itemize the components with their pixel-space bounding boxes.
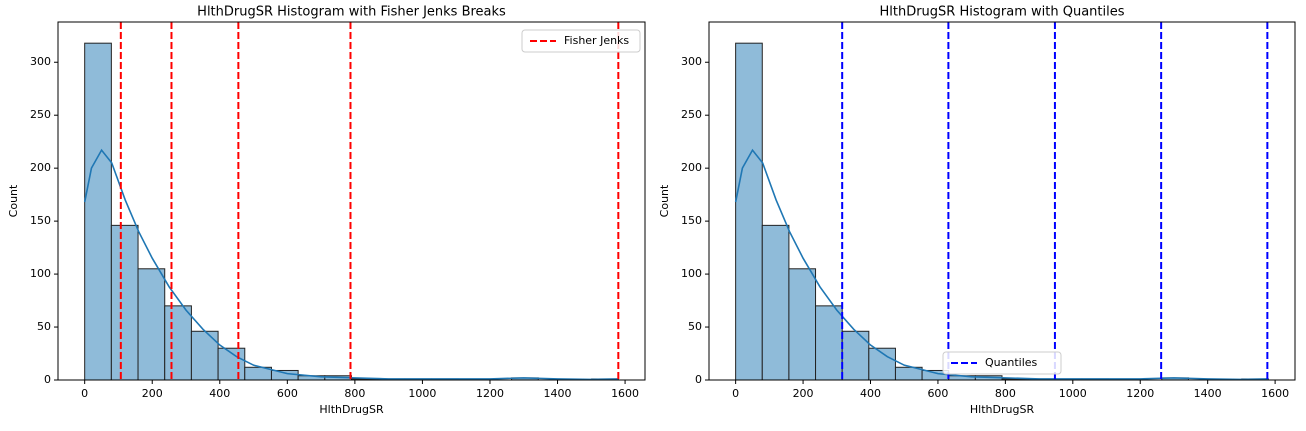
bar <box>270 369 299 381</box>
bar <box>788 268 817 381</box>
bar <box>761 224 790 381</box>
x-tick-label: 1600 <box>1261 387 1289 400</box>
x-axis-label: HlthDrugSR <box>319 403 384 416</box>
x-tick-label: 1000 <box>408 387 436 400</box>
y-tick-label: 250 <box>30 108 51 121</box>
legend-label: Quantiles <box>985 356 1038 369</box>
x-tick-label: 800 <box>995 387 1016 400</box>
axes-frame <box>57 21 646 381</box>
x-tick-label: 1000 <box>1059 387 1087 400</box>
plot: HlthDrugSR Histogram with Fisher Jenks B… <box>7 5 646 416</box>
x-tick-label: 0 <box>732 387 739 400</box>
y-tick-label: 250 <box>681 108 702 121</box>
x-tick-label: 1200 <box>1126 387 1154 400</box>
y-tick-label: 0 <box>44 373 51 386</box>
x-axis-label: HlthDrugSR <box>970 403 1035 416</box>
legend-box <box>521 29 641 53</box>
y-tick-label: 200 <box>681 161 702 174</box>
y-tick-label: 150 <box>30 214 51 227</box>
legend-label: Fisher Jenks <box>564 34 629 47</box>
bar <box>841 330 870 381</box>
x-tick-label: 600 <box>927 387 948 400</box>
chart-title: HlthDrugSR Histogram with Fisher Jenks B… <box>197 5 506 20</box>
x-tick-label: 1600 <box>611 387 639 400</box>
y-tick-label: 100 <box>681 267 702 280</box>
y-tick-label: 200 <box>30 161 51 174</box>
bar <box>190 330 219 381</box>
chart-title: HlthDrugSR Histogram with Quantiles <box>879 5 1124 20</box>
x-tick-label: 1200 <box>476 387 504 400</box>
x-tick-label: 200 <box>142 387 163 400</box>
x-tick-label: 200 <box>793 387 814 400</box>
bar <box>815 305 843 381</box>
kde-line <box>734 148 1269 381</box>
x-tick-label: 400 <box>860 387 881 400</box>
legend-box <box>942 351 1062 375</box>
x-tick-label: 1400 <box>1194 387 1222 400</box>
x-tick-label: 0 <box>81 387 88 400</box>
x-tick-label: 1400 <box>544 387 572 400</box>
axes-frame <box>708 21 1296 381</box>
bar <box>137 268 166 381</box>
bar <box>110 224 139 381</box>
x-tick-label: 800 <box>344 387 365 400</box>
y-tick-label: 150 <box>681 214 702 227</box>
x-tick-label: 600 <box>277 387 298 400</box>
bar <box>164 305 192 381</box>
y-tick-label: 300 <box>681 55 702 68</box>
bar <box>84 42 112 381</box>
y-tick-label: 50 <box>37 320 51 333</box>
y-tick-label: 100 <box>30 267 51 280</box>
y-tick-label: 50 <box>688 320 702 333</box>
y-axis-label: Count <box>7 184 20 217</box>
y-tick-label: 0 <box>695 373 702 386</box>
x-tick-label: 400 <box>209 387 230 400</box>
plot: HlthDrugSR Histogram with Quantiles HlthD… <box>658 5 1296 416</box>
y-tick-label: 300 <box>30 55 51 68</box>
bar <box>735 42 763 381</box>
kde-line <box>83 148 619 381</box>
y-axis-label: Count <box>658 184 671 217</box>
